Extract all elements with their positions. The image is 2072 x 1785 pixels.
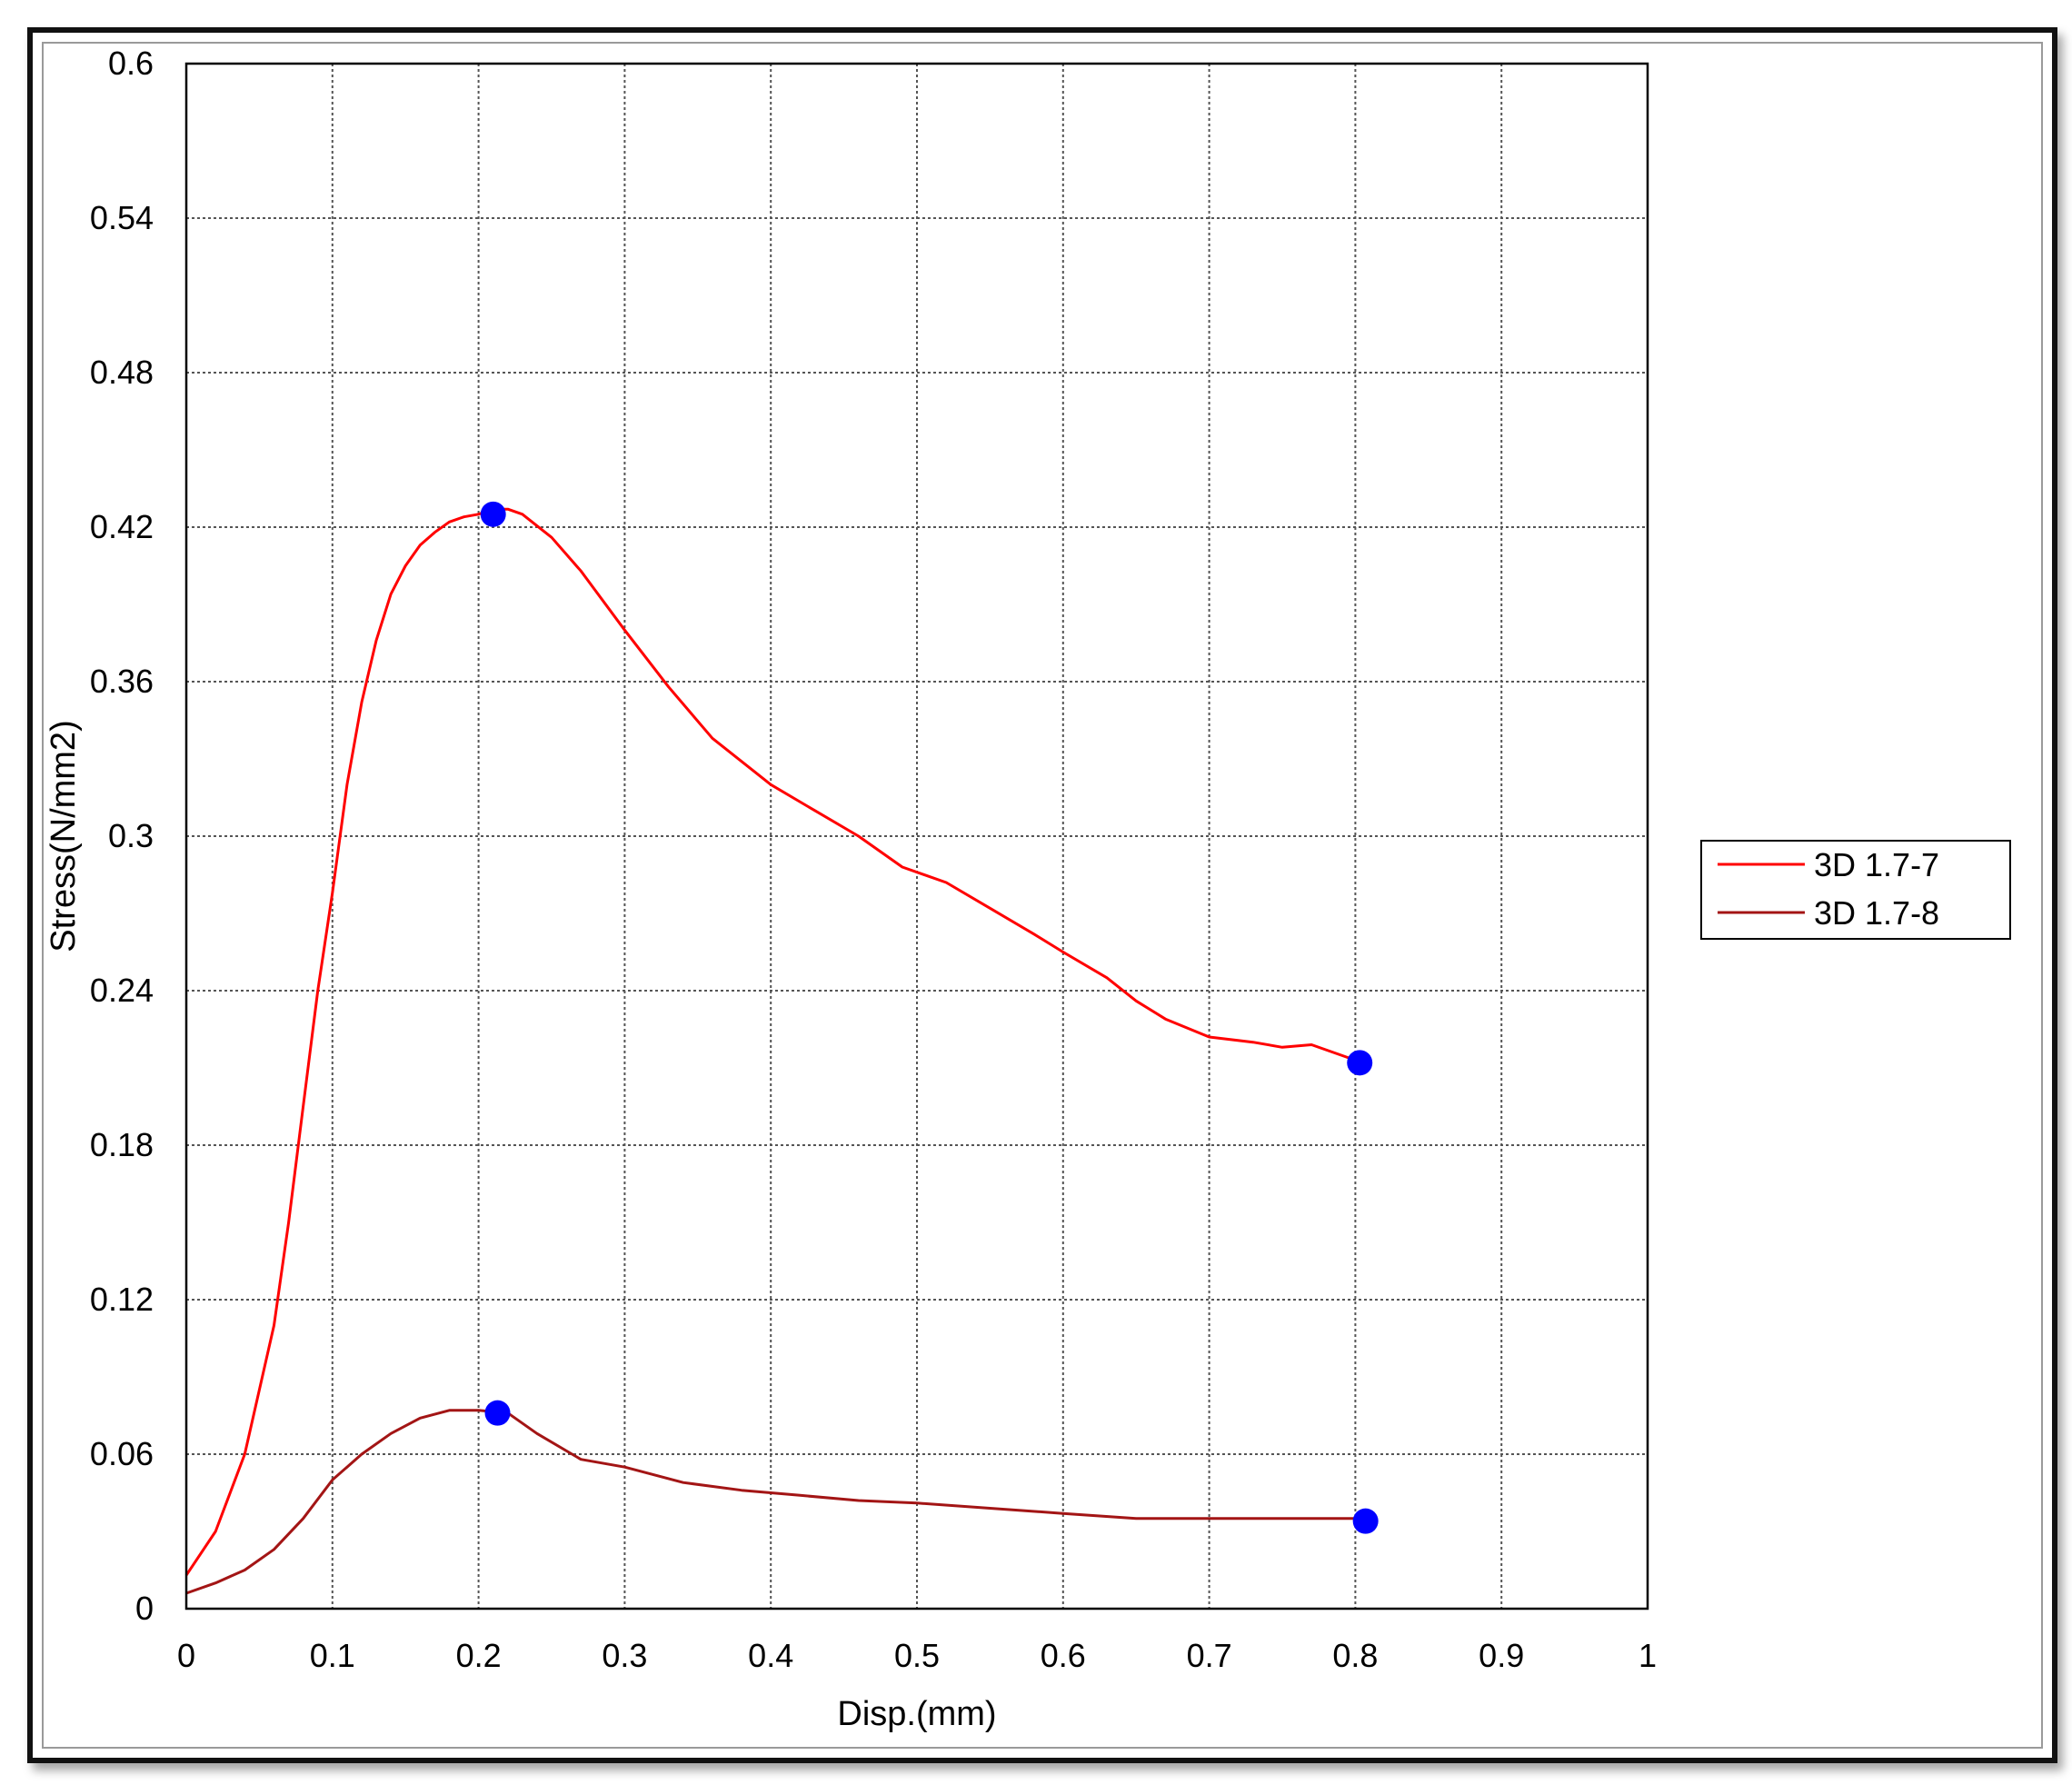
x-tick-label: 1 [1639,1637,1657,1674]
legend-box [1700,840,2011,940]
x-tick-label: 0.9 [1479,1637,1524,1674]
y-axis-label: Stress(N/mm2) [45,720,83,952]
y-tick-label: 0.48 [90,354,154,391]
series-line-3d-1-7-8 [185,1409,1356,1595]
x-axis-label: Disp.(mm) [837,1695,996,1733]
x-tick-label: 0.2 [456,1637,502,1674]
gridlines [186,64,1648,1609]
data-point-marker [484,1400,511,1426]
x-tick-label: 0.6 [1041,1637,1086,1674]
data-point-marker [1352,1508,1379,1534]
y-tick-label: 0.24 [90,972,154,1009]
data-point-marker [1347,1050,1373,1076]
y-tick-label: 0.42 [90,508,154,545]
x-tick-label: 0.4 [748,1637,793,1674]
plot-area-border [184,62,1649,1610]
x-tick-label: 0.8 [1332,1637,1378,1674]
legend: 3D 1.7-7 3D 1.7-8 [1700,840,2011,940]
y-tick-label: 0.3 [108,817,154,854]
x-tick-label: 0.5 [894,1637,940,1674]
y-tick-label: 0 [135,1590,154,1627]
marker-layer [480,501,1379,1534]
x-tick-label: 0.1 [310,1637,355,1674]
x-tick-labels: 0 0.1 0.2 0.3 0.4 0.5 0.6 0.7 0.8 0.9 1 [177,1637,1657,1674]
y-tick-label: 0.36 [90,663,154,700]
series-layer [184,507,1356,1595]
x-tick-label: 0 [177,1637,195,1674]
series-line-3d-1-7-7 [184,507,1356,1577]
y-tick-label: 0.06 [90,1435,154,1472]
legend-entry-3d-1-7-8: 3D 1.7-8 [1814,894,1939,932]
data-point-marker [480,501,506,527]
x-tick-label: 0.3 [602,1637,647,1674]
legend-entry-3d-1-7-7: 3D 1.7-7 [1814,846,1939,883]
y-tick-label: 0.6 [108,45,154,82]
y-tick-label: 0.54 [90,199,154,236]
chart-inner-border [42,42,2043,1749]
x-tick-label: 0.7 [1187,1637,1232,1674]
y-tick-label: 0.18 [90,1126,154,1163]
y-tick-labels: 0 0.06 0.12 0.18 0.24 0.3 0.36 0.42 0.48 0.54 0.6 [90,45,154,1627]
y-tick-label: 0.12 [90,1281,154,1318]
